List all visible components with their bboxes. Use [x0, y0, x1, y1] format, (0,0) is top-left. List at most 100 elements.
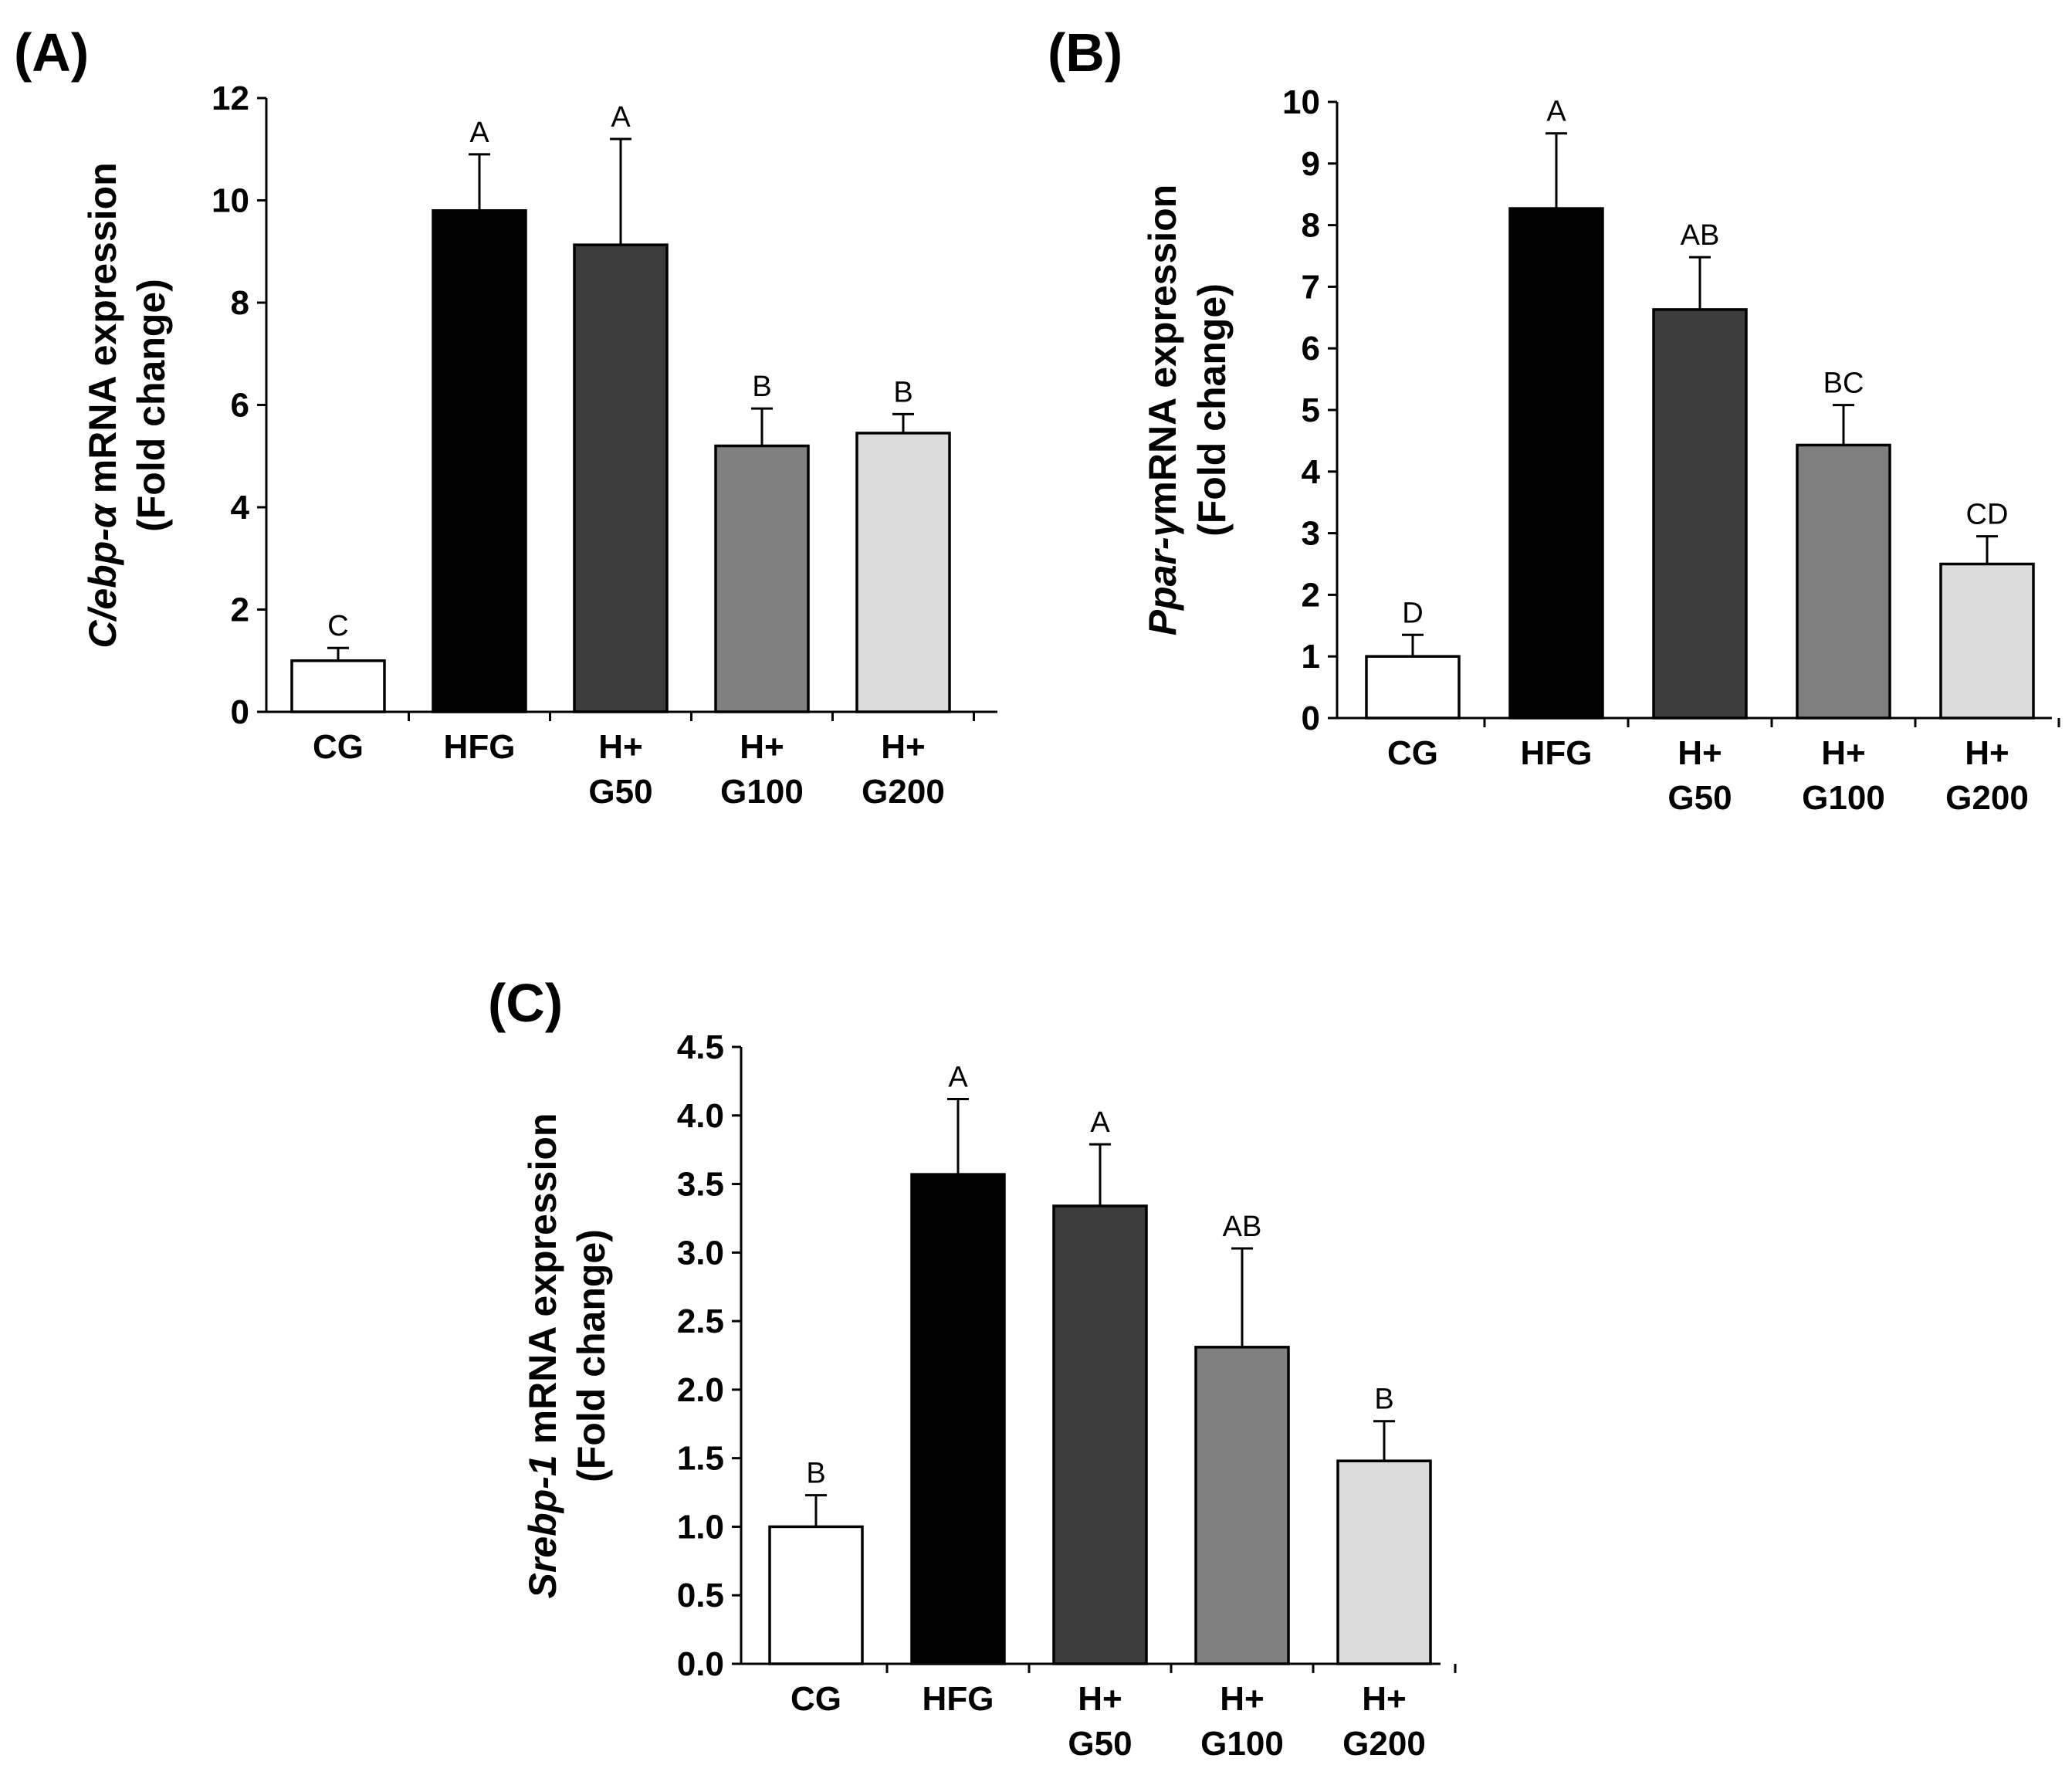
significance-label: B — [752, 371, 771, 403]
bar — [432, 209, 527, 713]
category-label: G100 — [720, 773, 804, 811]
significance-label: B — [1374, 1384, 1393, 1416]
bar — [1652, 308, 1748, 720]
y-tick-label: 1.5 — [677, 1440, 724, 1478]
category-label: H+ — [1078, 1680, 1122, 1718]
category-label: H+ — [598, 728, 642, 766]
y-axis-label: Ppar-γmRNA expression — [1141, 185, 1184, 635]
category-label: HFG — [1521, 734, 1593, 772]
y-tick-label: 4 — [231, 489, 250, 527]
y-tick-label: 1.0 — [677, 1508, 724, 1546]
y-axis-label-text: mRNA expression — [521, 1113, 564, 1455]
y-axis-label-text: mRNA expression — [1141, 185, 1184, 516]
y-tick-label: 3.0 — [677, 1234, 724, 1272]
significance-label: A — [469, 117, 489, 149]
bar — [1194, 1346, 1290, 1665]
category-label: G50 — [588, 773, 652, 811]
y-tick-label: 8 — [231, 284, 249, 322]
y-axis-label-units: (Fold change) — [130, 279, 173, 532]
y-tick-label: 3 — [1302, 515, 1320, 553]
y-tick-label: 6 — [1302, 330, 1320, 368]
panel-b: (B) 0 1 2 3 4 5 6 7 8 9 10 D CG A HFG AB H+ G50 BC H+ G100 CD H… — [1048, 22, 2060, 817]
significance-label: CD — [1966, 499, 2009, 531]
y-tick-label: 1 — [1302, 638, 1320, 676]
category-label: G50 — [1068, 1725, 1132, 1763]
category-label: G50 — [1667, 779, 1732, 817]
y-tick-label: 6 — [231, 387, 249, 425]
significance-label: B — [806, 1458, 825, 1490]
y-axis-label-gene: C/ebp-α — [81, 503, 124, 649]
category-label: H+ — [740, 728, 784, 766]
bar — [290, 659, 386, 713]
bar — [714, 444, 810, 713]
significance-label: D — [1402, 597, 1423, 629]
category-label: HFG — [923, 1680, 994, 1718]
y-axis-label-gene: Srebp-1 — [521, 1455, 564, 1598]
category-label: CG — [791, 1680, 841, 1718]
y-tick-label: 8 — [1302, 207, 1320, 245]
category-label: G200 — [1342, 1725, 1426, 1763]
panel-label: (A) — [14, 22, 89, 83]
bar — [1365, 655, 1461, 720]
y-tick-label: 5 — [1302, 391, 1320, 429]
bar — [573, 243, 669, 713]
y-tick-label: 2.0 — [677, 1371, 724, 1409]
y-tick-label: 0.0 — [677, 1645, 724, 1683]
panel-c: (C) 0.0 0.5 1.0 1.5 2.0 2.5 3.0 3.5 4.0 4.5 B CG A HFG… — [488, 973, 1457, 1763]
bar — [1939, 562, 2035, 720]
bar — [1052, 1204, 1148, 1665]
category-label: H+ — [1220, 1680, 1264, 1718]
category-label: G200 — [862, 773, 945, 811]
y-axis-label: Srebp-1 mRNA expression — [521, 1113, 564, 1599]
category-label: CG — [313, 728, 364, 766]
category-label: G100 — [1802, 779, 1885, 817]
y-tick-label: 4.0 — [677, 1097, 724, 1135]
bar — [1508, 207, 1604, 720]
category-label: G100 — [1200, 1725, 1284, 1763]
y-axis-label-text: mRNA expression — [81, 162, 124, 504]
bar — [1336, 1459, 1432, 1665]
category-label: H+ — [881, 728, 925, 766]
category-label: H+ — [1362, 1680, 1406, 1718]
y-axis-label: C/ebp-α mRNA expression — [81, 162, 124, 648]
y-tick-label: 3.5 — [677, 1166, 724, 1204]
significance-label: C — [327, 610, 348, 642]
y-axis-label-units: (Fold change) — [1190, 283, 1234, 537]
y-tick-label: 9 — [1302, 145, 1320, 183]
y-tick-label: 0 — [1302, 699, 1320, 737]
bar — [1796, 443, 1891, 720]
category-label: HFG — [444, 728, 516, 766]
y-tick-label: 7 — [1302, 268, 1320, 306]
category-label: H+ — [1965, 734, 2009, 772]
significance-label: A — [948, 1061, 968, 1093]
y-tick-label: 4.5 — [677, 1028, 724, 1066]
panel-label: (C) — [488, 973, 563, 1033]
y-tick-label: 10 — [1282, 83, 1320, 121]
y-tick-label: 0 — [231, 693, 249, 731]
category-label: H+ — [1678, 734, 1722, 772]
y-tick-label: 2 — [231, 591, 249, 629]
significance-label: B — [893, 376, 912, 408]
y-tick-label: 4 — [1302, 453, 1321, 491]
significance-label: AB — [1223, 1211, 1262, 1243]
significance-label: BC — [1823, 368, 1864, 400]
y-axis-label-gene: Ppar-γ — [1141, 513, 1184, 635]
y-tick-label: 10 — [212, 182, 249, 220]
y-tick-label: 0.5 — [677, 1577, 724, 1614]
significance-label: AB — [1681, 219, 1720, 252]
y-axis-label-units: (Fold change) — [570, 1229, 613, 1482]
y-tick-label: 2 — [1302, 576, 1320, 614]
category-label: H+ — [1821, 734, 1865, 772]
panel-label: (B) — [1048, 22, 1122, 83]
significance-label: A — [1546, 96, 1566, 128]
category-label: G200 — [1945, 779, 2029, 817]
significance-label: A — [1090, 1106, 1110, 1139]
significance-label: A — [611, 101, 631, 134]
bar — [910, 1173, 1006, 1665]
category-label: CG — [1387, 734, 1438, 772]
y-tick-label: 12 — [212, 80, 249, 117]
y-tick-label: 2.5 — [677, 1302, 724, 1340]
bar — [768, 1525, 864, 1665]
bar — [855, 432, 951, 713]
